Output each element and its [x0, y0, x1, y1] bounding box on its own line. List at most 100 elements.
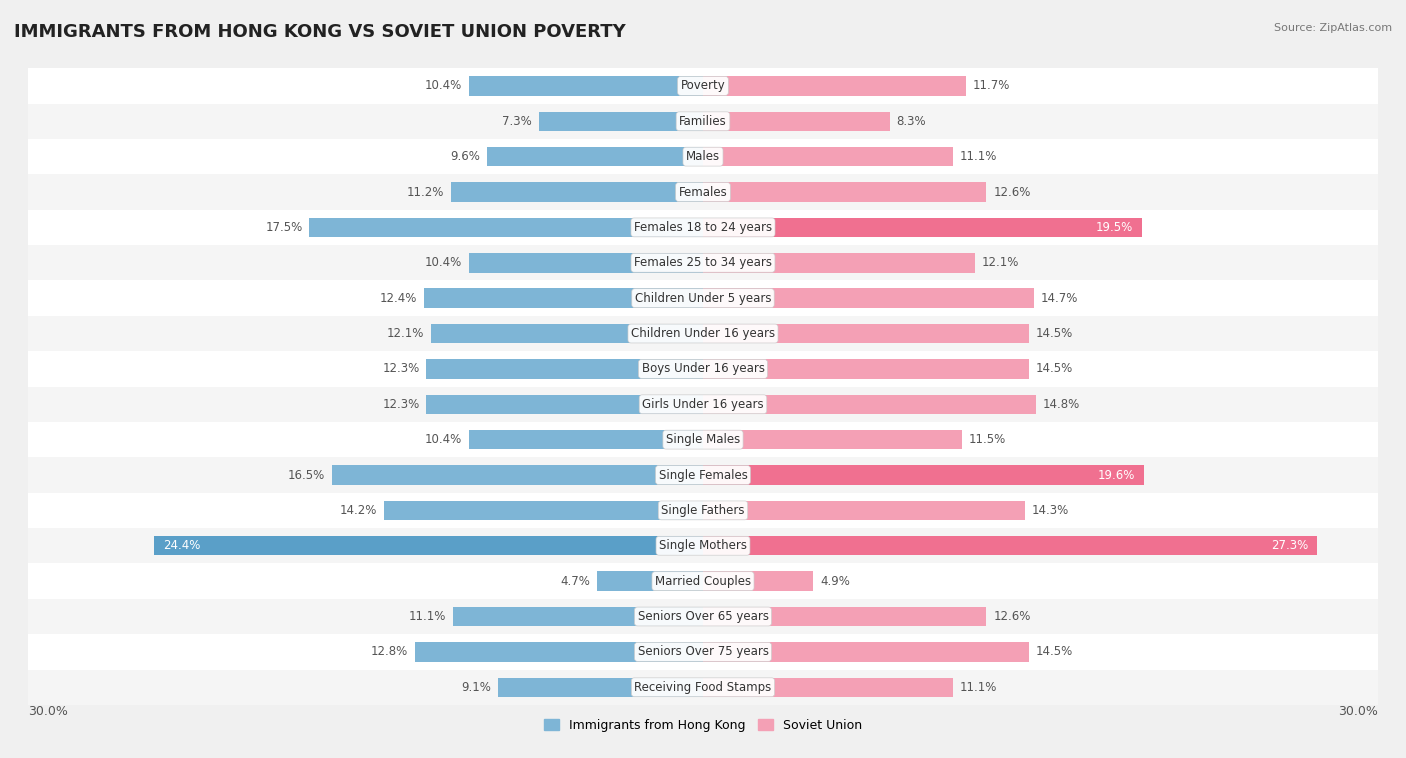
Text: 16.5%: 16.5%	[288, 468, 325, 481]
Bar	[598, 572, 703, 591]
Text: 8.3%: 8.3%	[897, 114, 927, 128]
Text: 17.5%: 17.5%	[266, 221, 302, 234]
Text: 14.7%: 14.7%	[1040, 292, 1078, 305]
Text: Single Fathers: Single Fathers	[661, 504, 745, 517]
Text: 24.4%: 24.4%	[163, 539, 201, 553]
Bar	[703, 465, 1144, 485]
Text: Married Couples: Married Couples	[655, 575, 751, 587]
Bar	[470, 430, 703, 449]
Text: IMMIGRANTS FROM HONG KONG VS SOVIET UNION POVERTY: IMMIGRANTS FROM HONG KONG VS SOVIET UNIO…	[14, 23, 626, 41]
Bar	[28, 351, 1378, 387]
Bar	[28, 457, 1378, 493]
Text: 9.1%: 9.1%	[461, 681, 492, 694]
Text: Single Females: Single Females	[658, 468, 748, 481]
Text: 30.0%: 30.0%	[1339, 705, 1378, 718]
Bar	[430, 324, 703, 343]
Text: Children Under 16 years: Children Under 16 years	[631, 327, 775, 340]
Text: 12.1%: 12.1%	[387, 327, 425, 340]
Bar	[703, 642, 1029, 662]
Bar	[28, 422, 1378, 457]
Text: 14.5%: 14.5%	[1036, 327, 1073, 340]
Text: 4.7%: 4.7%	[561, 575, 591, 587]
Bar	[703, 678, 953, 697]
Legend: Immigrants from Hong Kong, Soviet Union: Immigrants from Hong Kong, Soviet Union	[538, 714, 868, 737]
Text: 14.2%: 14.2%	[339, 504, 377, 517]
Text: 19.6%: 19.6%	[1098, 468, 1135, 481]
Bar	[703, 430, 962, 449]
Bar	[703, 77, 966, 96]
Text: 7.3%: 7.3%	[502, 114, 531, 128]
Text: Source: ZipAtlas.com: Source: ZipAtlas.com	[1274, 23, 1392, 33]
Text: Single Mothers: Single Mothers	[659, 539, 747, 553]
Text: Males: Males	[686, 150, 720, 163]
Bar	[703, 536, 1317, 556]
Text: 19.5%: 19.5%	[1095, 221, 1133, 234]
Text: 12.3%: 12.3%	[382, 362, 419, 375]
Bar	[703, 324, 1029, 343]
Bar	[703, 359, 1029, 379]
Bar	[28, 280, 1378, 316]
Bar	[28, 139, 1378, 174]
Bar	[426, 395, 703, 414]
Bar	[498, 678, 703, 697]
Bar	[703, 218, 1142, 237]
Text: 10.4%: 10.4%	[425, 256, 463, 269]
Bar	[28, 528, 1378, 563]
Bar	[28, 493, 1378, 528]
Text: 12.8%: 12.8%	[371, 645, 408, 659]
Text: 11.7%: 11.7%	[973, 80, 1011, 92]
Bar	[425, 289, 703, 308]
Text: Single Males: Single Males	[666, 433, 740, 446]
Text: Families: Families	[679, 114, 727, 128]
Text: Receiving Food Stamps: Receiving Food Stamps	[634, 681, 772, 694]
Text: 10.4%: 10.4%	[425, 433, 463, 446]
Text: 11.2%: 11.2%	[406, 186, 444, 199]
Text: 12.6%: 12.6%	[993, 610, 1031, 623]
Bar	[703, 147, 953, 167]
Bar	[28, 174, 1378, 210]
Text: 9.6%: 9.6%	[450, 150, 481, 163]
Text: Girls Under 16 years: Girls Under 16 years	[643, 398, 763, 411]
Bar	[470, 253, 703, 273]
Text: 11.5%: 11.5%	[969, 433, 1005, 446]
Text: 14.8%: 14.8%	[1043, 398, 1080, 411]
Text: 12.1%: 12.1%	[981, 256, 1019, 269]
Text: 14.5%: 14.5%	[1036, 362, 1073, 375]
Text: 11.1%: 11.1%	[959, 681, 997, 694]
Text: 10.4%: 10.4%	[425, 80, 463, 92]
Text: Poverty: Poverty	[681, 80, 725, 92]
Text: 4.9%: 4.9%	[820, 575, 849, 587]
Bar	[538, 111, 703, 131]
Bar	[703, 607, 987, 626]
Bar	[155, 536, 703, 556]
Text: 12.4%: 12.4%	[380, 292, 418, 305]
Bar	[426, 359, 703, 379]
Bar	[28, 68, 1378, 104]
Text: 12.6%: 12.6%	[993, 186, 1031, 199]
Text: Females: Females	[679, 186, 727, 199]
Bar	[28, 387, 1378, 422]
Text: 14.3%: 14.3%	[1032, 504, 1069, 517]
Bar	[415, 642, 703, 662]
Bar	[703, 395, 1036, 414]
Bar	[28, 210, 1378, 245]
Bar	[703, 111, 890, 131]
Bar	[453, 607, 703, 626]
Text: 12.3%: 12.3%	[382, 398, 419, 411]
Bar	[28, 634, 1378, 669]
Text: 11.1%: 11.1%	[409, 610, 447, 623]
Bar	[28, 245, 1378, 280]
Bar	[384, 501, 703, 520]
Bar	[28, 669, 1378, 705]
Bar	[470, 77, 703, 96]
Text: 27.3%: 27.3%	[1271, 539, 1308, 553]
Bar	[28, 316, 1378, 351]
Bar	[28, 104, 1378, 139]
Text: 14.5%: 14.5%	[1036, 645, 1073, 659]
Text: 30.0%: 30.0%	[28, 705, 67, 718]
Text: Females 25 to 34 years: Females 25 to 34 years	[634, 256, 772, 269]
Bar	[703, 253, 976, 273]
Text: Seniors Over 65 years: Seniors Over 65 years	[637, 610, 769, 623]
Text: Children Under 5 years: Children Under 5 years	[634, 292, 772, 305]
Bar	[309, 218, 703, 237]
